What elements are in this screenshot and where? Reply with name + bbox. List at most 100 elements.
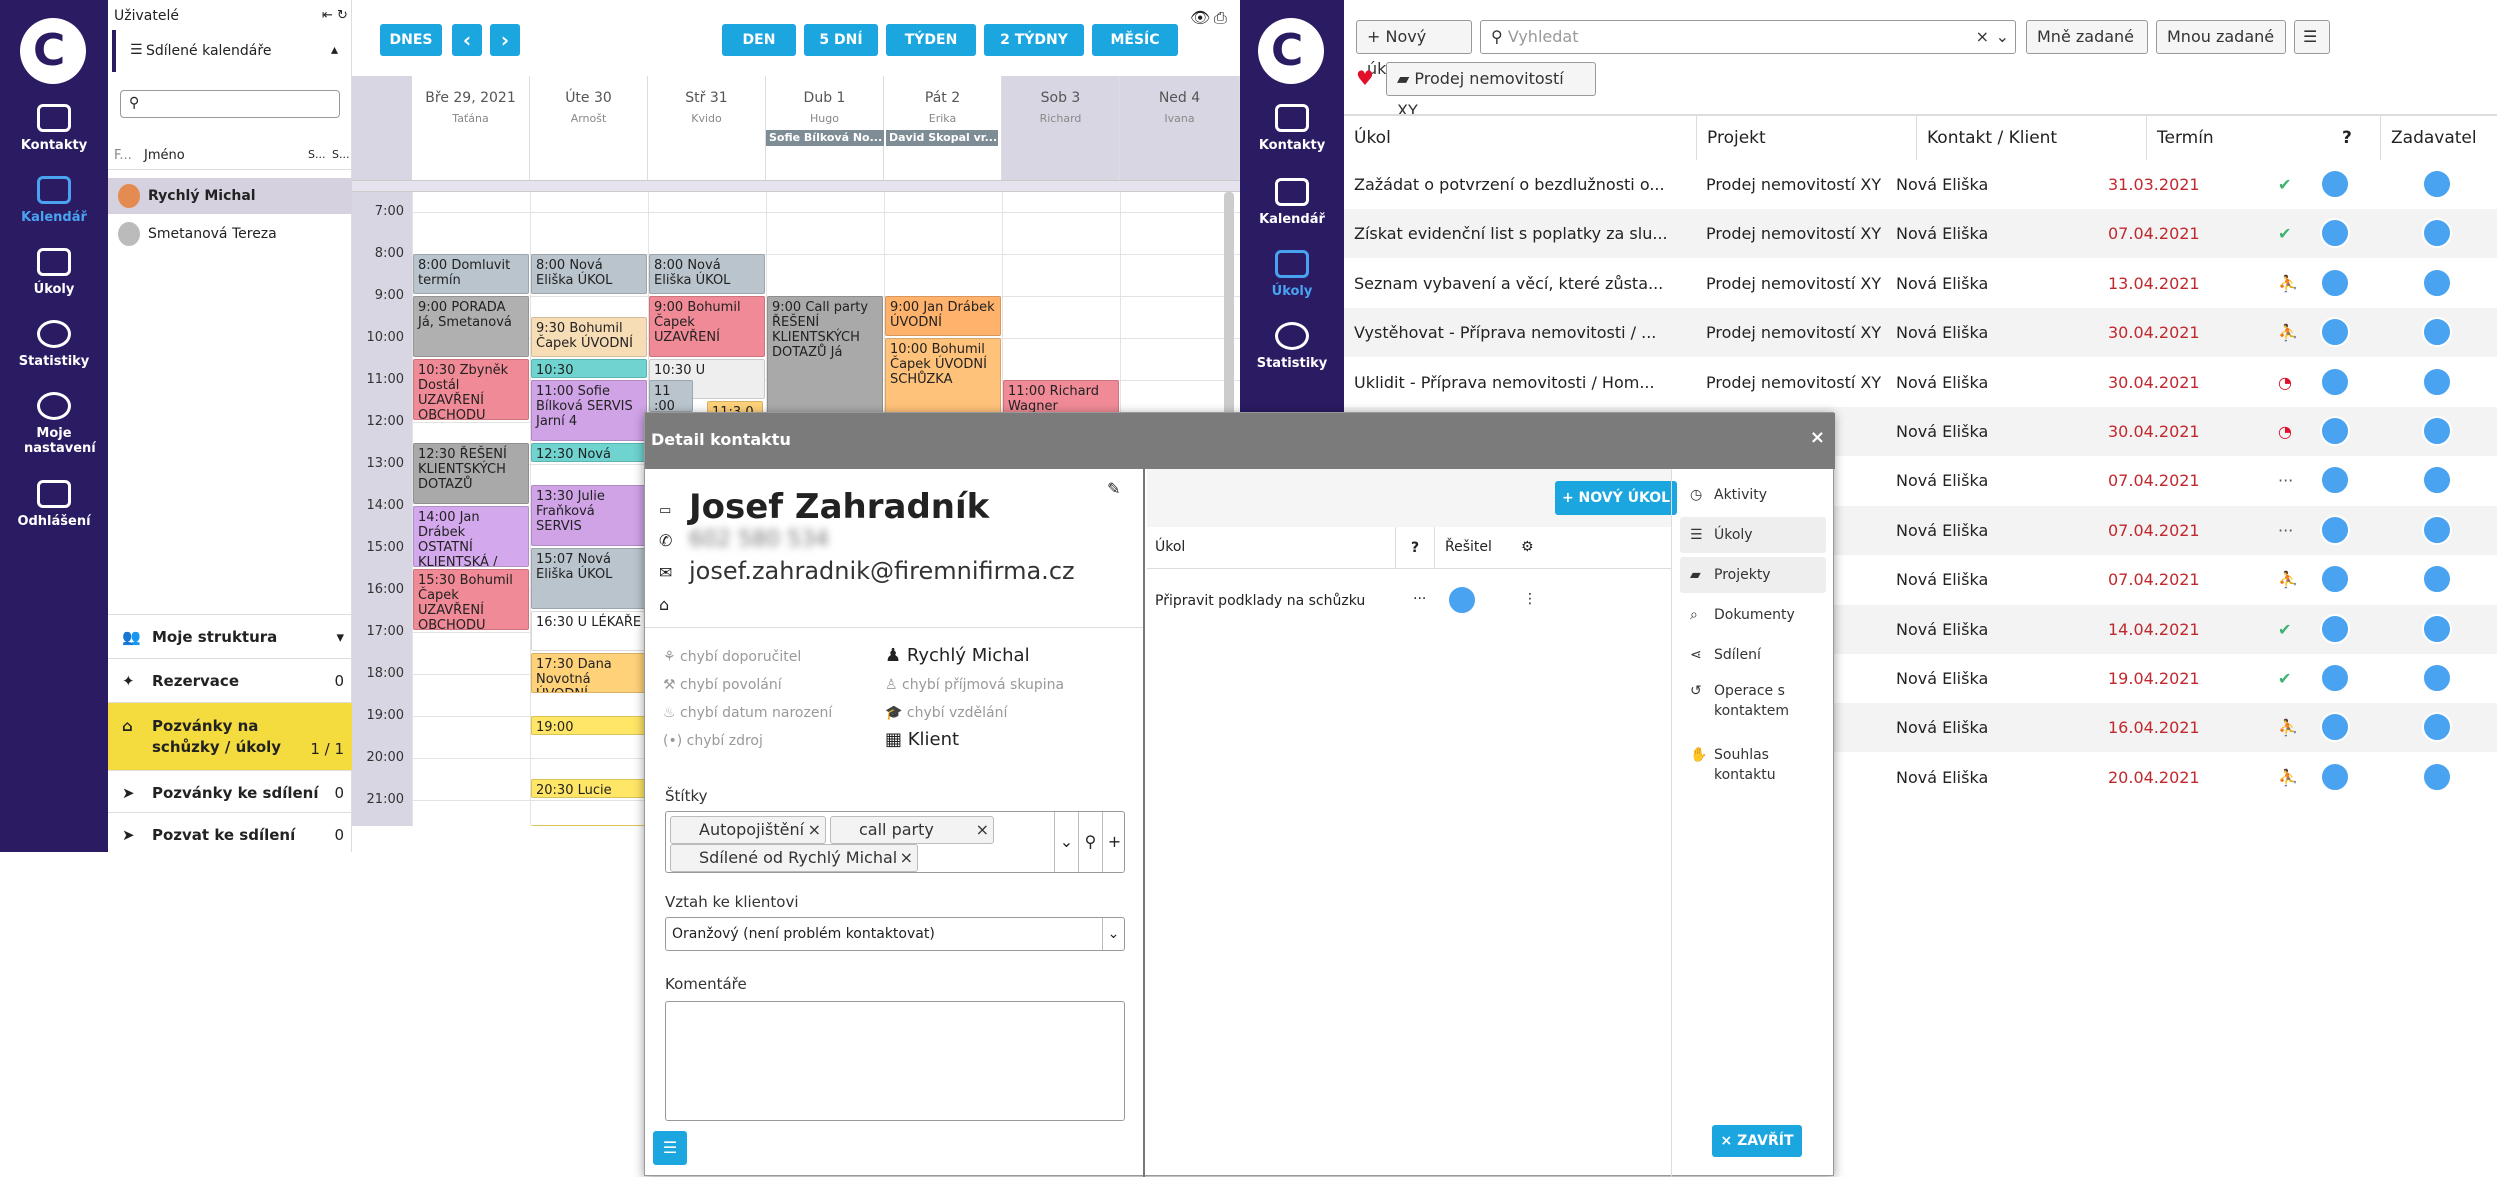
allday-splitter[interactable] [352, 180, 1240, 192]
nav-tasks[interactable]: Úkoly [0, 248, 108, 297]
birth-field[interactable]: ♨ chybí datum narození [663, 705, 833, 721]
col-s2[interactable]: S... [332, 148, 350, 161]
menu-sharing[interactable]: ⋖ Sdílení [1680, 637, 1826, 673]
col-task[interactable]: Úkol [1354, 128, 1391, 148]
search-icon[interactable]: ⚲ [1078, 812, 1102, 872]
app-logo[interactable]: C [1258, 18, 1324, 84]
menu-projects[interactable]: ▰ Projekty [1680, 557, 1826, 593]
section-reservations[interactable]: ✦ Rezervace 0 [108, 658, 352, 702]
owner-field[interactable]: ♟ Rychlý Michal [885, 645, 1030, 666]
new-task-button[interactable]: + NOVÝ ÚKOL [1555, 481, 1677, 515]
calendar-event[interactable]: 8:00 Nová Eliška ÚKOL [531, 254, 647, 294]
table-row[interactable]: Uklidit - Příprava nemovitosti / Hom... P… [1344, 357, 2497, 407]
view-week-button[interactable]: TÝDEN [886, 24, 976, 56]
remove-tag-icon[interactable]: × [807, 820, 821, 839]
section-invites[interactable]: ⌂ Pozvánky na schůzky / úkoly 1 / 1 [108, 702, 352, 770]
more-icon[interactable]: ⋮ [1523, 591, 1537, 607]
recommender-field[interactable]: ⚘ chybí doporučitel [663, 649, 802, 665]
view-2weeks-button[interactable]: 2 TÝDNY [984, 24, 1084, 56]
add-icon[interactable]: + [1102, 812, 1126, 872]
scrollbar[interactable] [1224, 192, 1234, 432]
remove-tag-icon[interactable]: × [899, 848, 913, 867]
menu-operations[interactable]: ↺ Operace s kontaktem [1680, 681, 1826, 721]
user-search-input[interactable]: ⚲ [120, 90, 340, 118]
assigned-to-me-button[interactable]: Mně zadané [2026, 20, 2148, 54]
calendar-event[interactable]: 15:07 Nová Eliška ÚKOL [531, 548, 647, 609]
help-icon[interactable]: ? [1395, 527, 1435, 569]
nav-contacts[interactable]: Kontakty [1240, 104, 1344, 153]
menu-documents[interactable]: ⌕ Dokumenty [1680, 597, 1826, 633]
source-field[interactable]: (•) chybí zdroj [663, 733, 763, 749]
table-row[interactable]: Zažádat o potvrzení o bezdlužnosti o... P… [1344, 160, 2497, 209]
nav-calendar[interactable]: Kalendář [0, 176, 108, 225]
table-row[interactable]: Vystěhovat - Příprava nemovitosti / ... P… [1344, 308, 2497, 358]
nav-logout[interactable]: Odhlášení [0, 480, 108, 529]
nav-tasks[interactable]: Úkoly [1240, 250, 1344, 299]
calendar-event[interactable]: 10:00 Bohumil Čapek ÚVODNÍ SCHŮZKA [885, 338, 1001, 420]
allday-event[interactable]: David Skopal vr... [886, 130, 998, 146]
calendar-event[interactable]: 16:30 U LÉKAŘE [531, 611, 647, 651]
table-row[interactable]: Získat evidenční list s poplatky za slu.… [1344, 209, 2497, 259]
calendar-event[interactable]: 14:00 Jan Drábek OSTATNÍ KLIENTSKÁ / [413, 506, 529, 567]
calendar-event[interactable]: 11 :00 [649, 380, 693, 412]
menu-icon[interactable]: ☰ [2294, 20, 2330, 54]
print-icon[interactable]: ⎙ [1214, 8, 1227, 27]
contact-phone[interactable]: 602 580 534 [689, 527, 829, 552]
user-row[interactable]: Rychlý Michal [108, 178, 352, 214]
calendar-event[interactable]: 11:00 Sofie Bílková SERVIS Jarní 4 [531, 380, 647, 441]
type-field[interactable]: ▦ Klient [885, 729, 960, 750]
calendar-event[interactable]: 8:00 Domluvit termín [413, 254, 529, 294]
nav-stats[interactable]: Statistiky [1240, 322, 1344, 371]
table-row[interactable]: Připravit podklady na schůzku ··· ⋮ [1147, 585, 1671, 625]
dots-icon[interactable]: ··· [1413, 591, 1427, 607]
project-filter-chip[interactable]: ▰ Prodej nemovitostí XY [1386, 62, 1596, 120]
help-icon[interactable]: ? [2342, 128, 2352, 148]
col-due[interactable]: Termín [2146, 116, 2316, 160]
day-header[interactable]: Úte 30 Arnošt [530, 76, 648, 180]
relation-select[interactable]: Oranžový (není problém kontaktovat) ⌄ [665, 917, 1125, 951]
nav-contacts[interactable]: Kontakty [0, 104, 108, 153]
day-header[interactable]: Bře 29, 2021 Taťána [412, 76, 530, 180]
today-button[interactable]: DNES [380, 24, 442, 56]
calendar-event[interactable]: 13:30 Julie Fraňková SERVIS [531, 485, 647, 546]
app-logo[interactable]: C [20, 18, 86, 84]
calendar-event[interactable]: 10:30 Zbyněk Dostál UZAVŘENÍ OBCHODU [413, 359, 529, 420]
section-structure[interactable]: 👥 Moje struktura ▾ [108, 614, 352, 658]
table-row[interactable]: Seznam vybavení a věcí, které zůsta... Pr… [1344, 258, 2497, 308]
menu-tasks[interactable]: ☰ Úkoly [1680, 517, 1826, 553]
user-row[interactable]: Smetanová Tereza [108, 216, 352, 252]
collapse-icon[interactable]: ⇤ ↻ [322, 8, 348, 23]
view-5days-button[interactable]: 5 DNÍ [804, 24, 878, 56]
menu-icon[interactable]: ☰ [653, 1131, 687, 1165]
day-header[interactable]: Stř 31 Kvido [648, 76, 766, 180]
calendar-event[interactable]: 9:00 PORADA Já, Smetanová [413, 296, 529, 357]
gear-icon[interactable]: ⚙ [1521, 539, 1534, 555]
close-button[interactable]: × ZAVŘÍT [1712, 1125, 1802, 1157]
education-field[interactable]: 🎓 chybí vzdělání [885, 705, 1008, 721]
col-task[interactable]: Úkol [1155, 539, 1186, 555]
calendar-event[interactable]: 9:00 Bohumil Čapek UZAVŘENÍ [649, 296, 765, 357]
nav-stats[interactable]: Statistiky [0, 320, 108, 369]
edit-icon[interactable]: ✎ [1107, 479, 1121, 498]
col-contact[interactable]: Kontakt / Klient [1916, 116, 2146, 160]
calendar-event[interactable]: 8:00 Nová Eliška ÚKOL [649, 254, 765, 294]
col-f[interactable]: F... [114, 148, 132, 163]
view-month-button[interactable]: MĚSÍC [1092, 24, 1178, 56]
task-search-input[interactable]: ⚲ Vyhledat × ⌄ [1480, 20, 2016, 54]
assigned-by-me-button[interactable]: Mnou zadané [2156, 20, 2286, 54]
calendar-event[interactable]: 10:30 [531, 359, 647, 378]
prev-button[interactable]: ‹ [452, 24, 482, 56]
calendar-event[interactable]: 20:30 Lucie [531, 779, 647, 798]
day-header[interactable]: Dub 1 Hugo [766, 76, 884, 180]
calendar-event[interactable]: 9:00 Call party ŘEŠENÍ KLIENTSKÝCH DOTAZ… [767, 296, 883, 420]
calendar-event[interactable]: 17:30 Dana Novotná ÚVODNÍ [531, 653, 647, 693]
day-header[interactable]: Pát 2 Erika [884, 76, 1002, 180]
comments-textarea[interactable] [665, 1001, 1125, 1121]
contact-email[interactable]: josef.zahradnik@firemnifirma.cz [689, 557, 1075, 585]
calendar-event[interactable]: 12:30 Nová [531, 443, 647, 462]
shared-calendars-select[interactable]: ☰ Sdílené kalendáře ▴ [112, 30, 352, 72]
tag-chip[interactable]: Sdílené od Rychlý Michal × [670, 844, 918, 872]
job-field[interactable]: ⚒ chybí povolání [663, 677, 782, 693]
next-button[interactable]: › [490, 24, 520, 56]
eye-icon[interactable]: 👁 [1190, 8, 1211, 27]
